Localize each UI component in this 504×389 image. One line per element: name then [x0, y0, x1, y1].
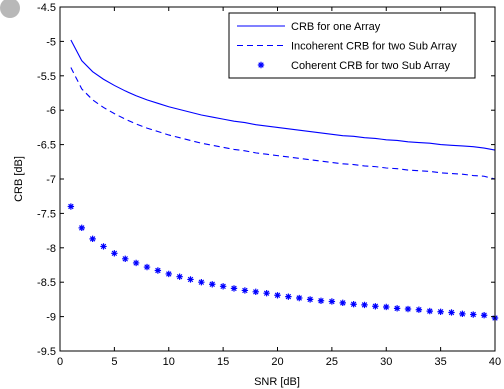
legend-marker [257, 61, 265, 69]
y-tick-label: -9.5 [37, 346, 56, 358]
y-tick-label: -8.5 [37, 277, 56, 289]
legend-label: Coherent CRB for two Sub Array [291, 60, 450, 72]
series-3 [67, 203, 499, 322]
data-point-marker [274, 292, 281, 299]
data-point-marker [415, 306, 423, 313]
x-tick-label: 5 [111, 356, 117, 368]
x-tick-label: 40 [489, 356, 501, 368]
data-point-marker [383, 303, 390, 311]
data-point-marker [111, 250, 118, 257]
data-point-marker [437, 308, 444, 315]
data-point-marker [350, 301, 357, 308]
data-point-marker [89, 235, 96, 243]
x-tick-label: 20 [271, 356, 283, 368]
data-point-marker [263, 290, 270, 297]
series-1 [70, 39, 496, 151]
data-point-marker [296, 294, 303, 302]
x-tick-label: 35 [435, 356, 447, 368]
data-point-marker [459, 310, 466, 318]
legend-label: Incoherent CRB for two Sub Array [291, 41, 457, 53]
series-2 [70, 67, 496, 180]
x-tick-label: 15 [217, 356, 229, 368]
corner-marker [0, 0, 20, 18]
data-point-marker [480, 312, 488, 319]
data-point-marker [187, 276, 194, 283]
data-point-marker [143, 263, 151, 271]
y-tick-label: -7.5 [37, 208, 56, 220]
data-point-marker [317, 297, 325, 304]
data-point-marker [252, 288, 259, 296]
series-line [70, 39, 496, 151]
y-axis-label: CRB [dB] [13, 156, 25, 202]
data-point-marker [285, 293, 292, 300]
data-point-marker [100, 243, 107, 250]
y-tick-label: -5.5 [37, 71, 56, 83]
data-point-marker [176, 273, 183, 280]
data-point-marker [132, 259, 140, 267]
x-tick-label: 10 [163, 356, 175, 368]
data-point-marker [219, 283, 227, 290]
x-axis-label: SNR [dB] [254, 376, 300, 388]
data-point-marker [165, 270, 172, 278]
plot-area [67, 39, 499, 322]
data-point-marker [241, 287, 249, 294]
legend-label: CRB for one Array [291, 21, 381, 33]
data-point-marker [372, 303, 379, 310]
data-point-marker [448, 309, 455, 316]
axis-ticks: 0 5 10 15 20 25 30 35 40 -9.5 -9 -8.5 -8 -7.5 -7 -6.5 -6… [37, 2, 501, 368]
y-tick-label: -5 [46, 36, 56, 48]
x-tick-label: 25 [326, 356, 338, 368]
y-tick-label: -6.5 [37, 140, 56, 152]
data-point-marker [361, 301, 368, 309]
data-point-marker [209, 281, 216, 288]
y-tick-label: -9 [46, 312, 56, 324]
data-point-marker [393, 305, 401, 312]
y-tick-label: -7 [46, 174, 56, 186]
x-tick-label: 0 [57, 356, 63, 368]
series-line [70, 67, 496, 180]
data-point-marker [198, 279, 205, 286]
y-tick-label: -6 [46, 105, 56, 117]
data-point-marker [426, 307, 433, 315]
y-tick-label: -8 [46, 243, 56, 255]
data-point-marker [306, 296, 314, 303]
data-point-marker [470, 311, 477, 318]
data-point-marker [339, 299, 346, 307]
data-point-marker [404, 305, 412, 313]
legend: CRB for one Array Incoherent CRB for two … [228, 12, 476, 79]
data-point-marker [154, 267, 162, 274]
y-tick-label: -4.5 [37, 2, 56, 14]
data-point-marker [328, 298, 336, 305]
data-point-marker [230, 285, 238, 292]
data-point-marker [67, 203, 75, 210]
data-point-marker [122, 255, 129, 263]
data-point-marker [78, 224, 85, 232]
x-tick-label: 30 [380, 356, 392, 368]
